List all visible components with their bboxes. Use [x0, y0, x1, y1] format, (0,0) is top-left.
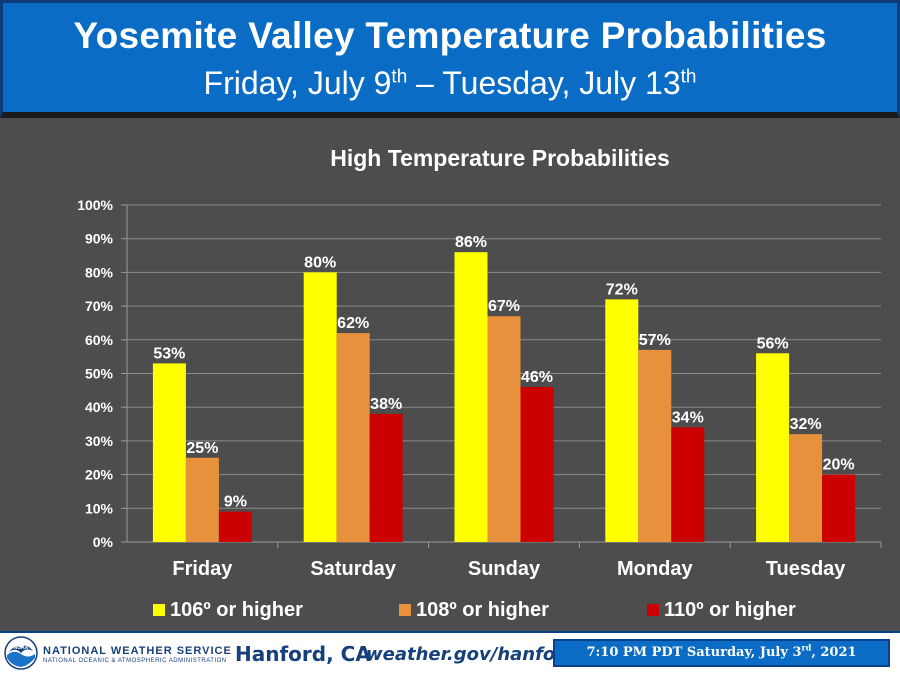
agency-name: NATIONAL WEATHER SERVICE	[43, 645, 232, 657]
data-label: 72%	[606, 281, 638, 298]
y-tick-label: 0%	[93, 534, 114, 550]
y-tick-label: 100%	[77, 197, 113, 213]
noaa-logo-icon: NOAA	[4, 636, 38, 670]
agency-subtitle: NATIONAL OCEANIC & ATMOSPHERIC ADMINISTR…	[43, 658, 227, 664]
bar	[822, 474, 856, 542]
data-label: 38%	[370, 396, 402, 413]
bar	[605, 299, 639, 542]
bar	[185, 457, 219, 542]
x-tick-label: Saturday	[310, 558, 396, 580]
y-tick-label: 40%	[85, 399, 114, 415]
bar	[303, 272, 337, 542]
header-banner: Yosemite Valley Temperature Probabilitie…	[0, 0, 900, 118]
subtitle-end-suffix: th	[680, 66, 697, 88]
y-tick-label: 50%	[85, 366, 114, 382]
y-tick-label: 90%	[85, 231, 114, 247]
page-title: Yosemite Valley Temperature Probabilitie…	[73, 15, 827, 56]
bar	[336, 333, 370, 542]
data-label: 9%	[224, 494, 247, 511]
bar	[671, 427, 705, 542]
legend-swatch	[647, 604, 659, 616]
issued-timestamp: 7:10 PM PDT Saturday, July 3rd, 2021	[553, 639, 890, 667]
bar	[369, 413, 403, 542]
data-label: 32%	[790, 416, 822, 433]
data-label: 25%	[186, 440, 218, 457]
data-label: 56%	[757, 335, 789, 352]
y-tick-label: 20%	[85, 467, 114, 483]
bar	[454, 252, 488, 542]
bar	[487, 316, 521, 542]
data-label: 20%	[823, 457, 855, 474]
y-tick-label: 10%	[85, 500, 114, 516]
data-label: 53%	[153, 345, 185, 362]
data-label: 67%	[488, 298, 520, 315]
x-tick-label: Sunday	[468, 558, 541, 580]
bar	[520, 386, 554, 542]
noaa-logo-text: NOAA	[14, 645, 29, 651]
legend-swatch	[153, 604, 165, 616]
data-label: 34%	[672, 409, 704, 426]
footer-bar: NOAA NATIONAL WEATHER SERVICE NATIONAL O…	[0, 631, 900, 675]
data-label: 80%	[304, 254, 336, 271]
y-tick-label: 70%	[85, 298, 114, 314]
data-label: 57%	[639, 332, 671, 349]
legend: 106º or higher 108º or higher 110º or high…	[153, 599, 796, 621]
subtitle-start-date: Friday, July 9	[203, 65, 392, 101]
y-tick-label: 30%	[85, 433, 114, 449]
x-tick-label: Tuesday	[766, 558, 847, 580]
data-label: 62%	[337, 315, 369, 332]
legend-label: 110º or higher	[664, 599, 796, 621]
bar	[789, 434, 823, 542]
subtitle-end-date: – Tuesday, July 13	[407, 65, 681, 101]
subtitle-start-suffix: th	[391, 66, 408, 88]
bar	[638, 349, 672, 542]
bar-chart: High Temperature Probabilities 0% 10% 20% 3…	[77, 145, 882, 621]
data-label: 46%	[521, 369, 553, 386]
bars: 53% 25% 9% 80% 62% 38% 86% 67% 46% 72% 57% 34% 56% 32…	[152, 234, 856, 542]
bar	[152, 363, 186, 542]
x-axis: Friday Saturday Sunday Monday Tuesday	[172, 542, 882, 580]
timestamp-text: 7:10 PM PDT Saturday, July 3	[586, 645, 802, 660]
y-tick-label: 80%	[85, 264, 114, 280]
website-link[interactable]: weather.gov/hanford	[366, 644, 578, 665]
bar	[756, 353, 790, 542]
x-tick-label: Friday	[172, 558, 233, 580]
office-name: Hanford, CA	[235, 642, 371, 666]
legend-label: 108º or higher	[416, 599, 549, 621]
chart-title: High Temperature Probabilities	[330, 145, 670, 171]
y-axis: 0% 10% 20% 30% 40% 50% 60% 70% 80% 90% 100%	[77, 197, 881, 550]
legend-swatch	[399, 604, 411, 616]
y-tick-label: 60%	[85, 332, 114, 348]
timestamp-year: , 2021	[811, 645, 857, 660]
x-tick-label: Monday	[617, 558, 693, 580]
data-label: 86%	[455, 234, 487, 251]
page-subtitle: Friday, July 9th – Tuesday, July 13th	[3, 65, 897, 102]
bar	[218, 511, 252, 542]
timestamp-suffix: rd	[801, 642, 812, 653]
legend-label: 106º or higher	[170, 599, 303, 621]
